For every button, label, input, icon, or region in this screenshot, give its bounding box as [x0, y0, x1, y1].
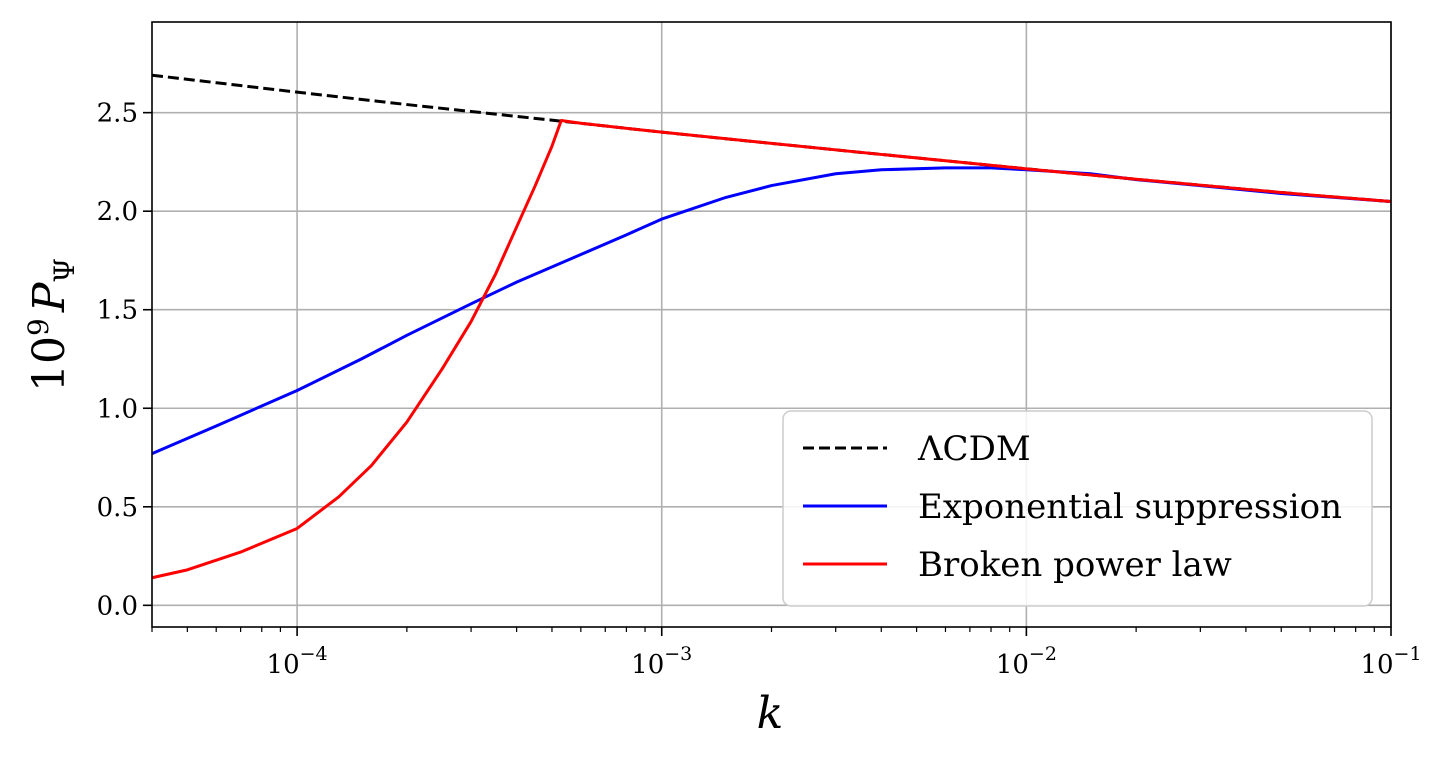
x-tick-base: 10: [1360, 650, 1393, 680]
legend-label: Exponential suppression: [918, 487, 1342, 527]
series-line: [151, 119, 1392, 580]
x-tick-base: 10: [996, 650, 1029, 680]
y-tick-label: 1.0: [97, 394, 138, 424]
x-tick-label: 10−3: [631, 643, 692, 680]
axis-ticks: 0.00.51.01.52.02.510−4 10−3 10−2 10−1: [97, 99, 1422, 680]
y-tick-label: 1.5: [97, 296, 138, 326]
x-tick-exponent: −1: [1394, 643, 1422, 665]
legend: ΛCDM Exponential suppression Broken power …: [782, 410, 1373, 607]
y-tick-label: 0.5: [97, 493, 138, 523]
x-tick-base: 10: [267, 650, 300, 680]
series-group: [151, 73, 1392, 580]
svg-text:109PΨ: 109PΨ: [22, 258, 81, 392]
x-axis-title: k: [757, 688, 784, 739]
y-tick-label: 2.5: [97, 99, 138, 129]
x-tick-exponent: −4: [300, 643, 328, 665]
x-tick-label: 10−4: [267, 643, 328, 680]
y-tick-label: 2.0: [97, 197, 138, 227]
legend-box: [782, 410, 1373, 607]
y-axis-title: 109PΨ: [22, 258, 81, 392]
x-tick-base: 10: [631, 650, 664, 680]
x-tick-label: 10−2: [996, 643, 1057, 680]
legend-label: ΛCDM: [917, 429, 1031, 469]
y-tick-label: 0.0: [97, 591, 138, 621]
x-tick-label: 10−1: [1360, 643, 1421, 680]
legend-label: Broken power law: [918, 545, 1232, 585]
x-tick-exponent: −2: [1029, 643, 1057, 665]
x-tick-exponent: −3: [664, 643, 692, 665]
